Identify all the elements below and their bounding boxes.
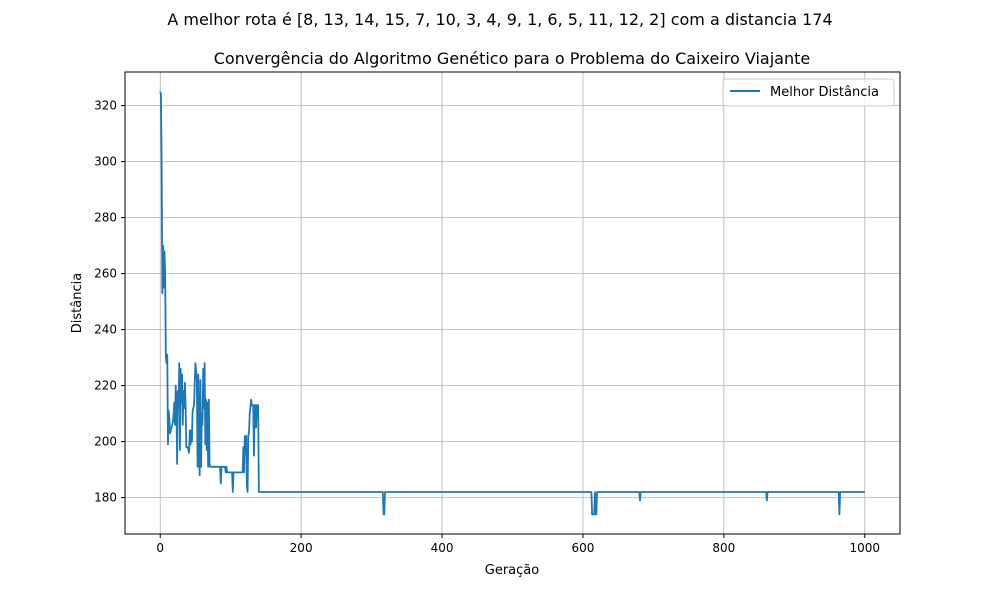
axes-frame: [124, 71, 901, 535]
y-tick-label: 320: [94, 99, 117, 113]
legend-label: Melhor Distância: [770, 85, 879, 100]
x-tick-label: 400: [431, 541, 454, 555]
x-tick-label: 0: [156, 541, 164, 555]
series-layer: [159, 91, 865, 516]
x-tick-label: 200: [290, 541, 313, 555]
legend: Melhor Distância: [722, 78, 895, 107]
y-axis-label: Distância: [70, 273, 85, 333]
x-tick-label: 1000: [849, 541, 880, 555]
grid-lines: [125, 72, 900, 534]
x-tick-label: 800: [712, 541, 735, 555]
x-axis-label: Geração: [485, 563, 539, 578]
legend-box: [722, 78, 895, 107]
x-tick-label: 600: [572, 541, 595, 555]
figure-suptitle: A melhor rota é [8, 13, 14, 15, 7, 10, 3…: [167, 10, 833, 29]
y-tick-label: 180: [94, 491, 117, 505]
ticks-layer: 0 200 400 600 800 1000 180 200 220 240 260 280 300 32…: [94, 99, 880, 555]
y-tick-label: 300: [94, 155, 117, 169]
series-line-melhor-distancia: [159, 91, 865, 516]
y-tick-label: 200: [94, 435, 117, 449]
y-tick-label: 260: [94, 267, 117, 281]
y-tick-label: 220: [94, 379, 117, 393]
y-tick-label: 240: [94, 323, 117, 337]
chart-title: Convergência do Algoritmo Genético para …: [214, 49, 811, 68]
y-tick-label: 280: [94, 211, 117, 225]
